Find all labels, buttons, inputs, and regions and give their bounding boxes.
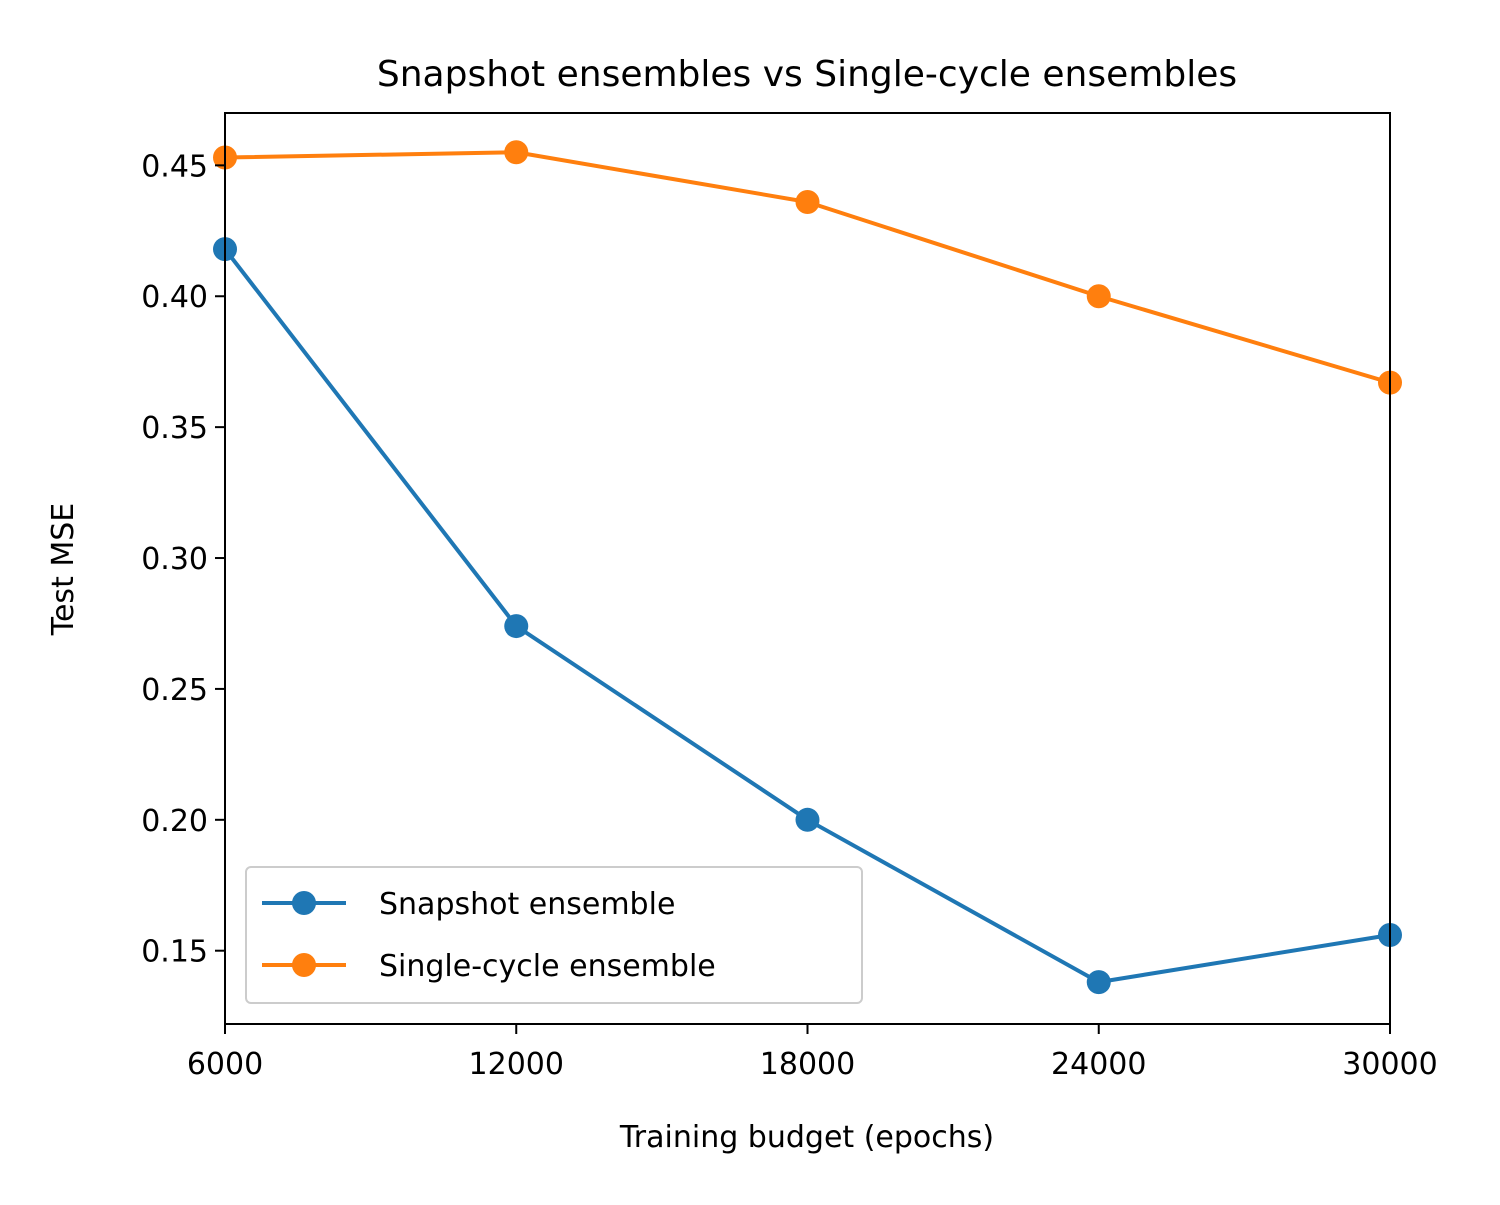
y-axis-label: Test MSE [46, 503, 81, 637]
y-tick-label: 0.15 [141, 935, 208, 970]
y-tick-label: 0.40 [141, 280, 208, 315]
legend-label: Single-cycle ensemble [379, 949, 716, 984]
x-tick-label: 30000 [1342, 1047, 1437, 1082]
y-tick-label: 0.25 [141, 673, 208, 708]
snapshot-ensemble-point [1086, 970, 1111, 995]
x-tick-label: 12000 [469, 1047, 564, 1082]
single-cycle-ensemble-point [795, 190, 820, 215]
legend-marker [292, 953, 316, 977]
x-tick-label: 6000 [187, 1047, 263, 1082]
y-tick-label: 0.45 [141, 149, 208, 184]
x-tick-label: 18000 [760, 1047, 855, 1082]
snapshot-ensemble-point [504, 614, 529, 639]
y-tick-label: 0.30 [141, 542, 208, 577]
legend-label: Snapshot ensemble [379, 887, 675, 922]
plot-frame [224, 112, 1391, 1025]
single-cycle-ensemble-point [504, 140, 529, 165]
y-tick-label: 0.35 [141, 411, 208, 446]
x-axis-label: Training budget (epochs) [619, 1120, 994, 1155]
legend-marker [292, 891, 316, 915]
legend: Snapshot ensemble Single-cycle ensemble [245, 866, 863, 1004]
ticks-layer: 6000 12000 18000 24000 30000 0.15 0.20 0.25 0.30… [141, 149, 1438, 1082]
x-tick-label: 24000 [1051, 1047, 1146, 1082]
y-tick-label: 0.20 [141, 804, 208, 839]
chart-title: Snapshot ensembles vs Single-cycle ensem… [377, 54, 1237, 95]
legend-box [245, 866, 863, 1004]
series-layer [213, 140, 1402, 995]
snapshot-ensemble-point [795, 807, 820, 832]
single-cycle-ensemble-point [1086, 284, 1111, 309]
single-cycle-ensemble-line [224, 150, 1391, 385]
